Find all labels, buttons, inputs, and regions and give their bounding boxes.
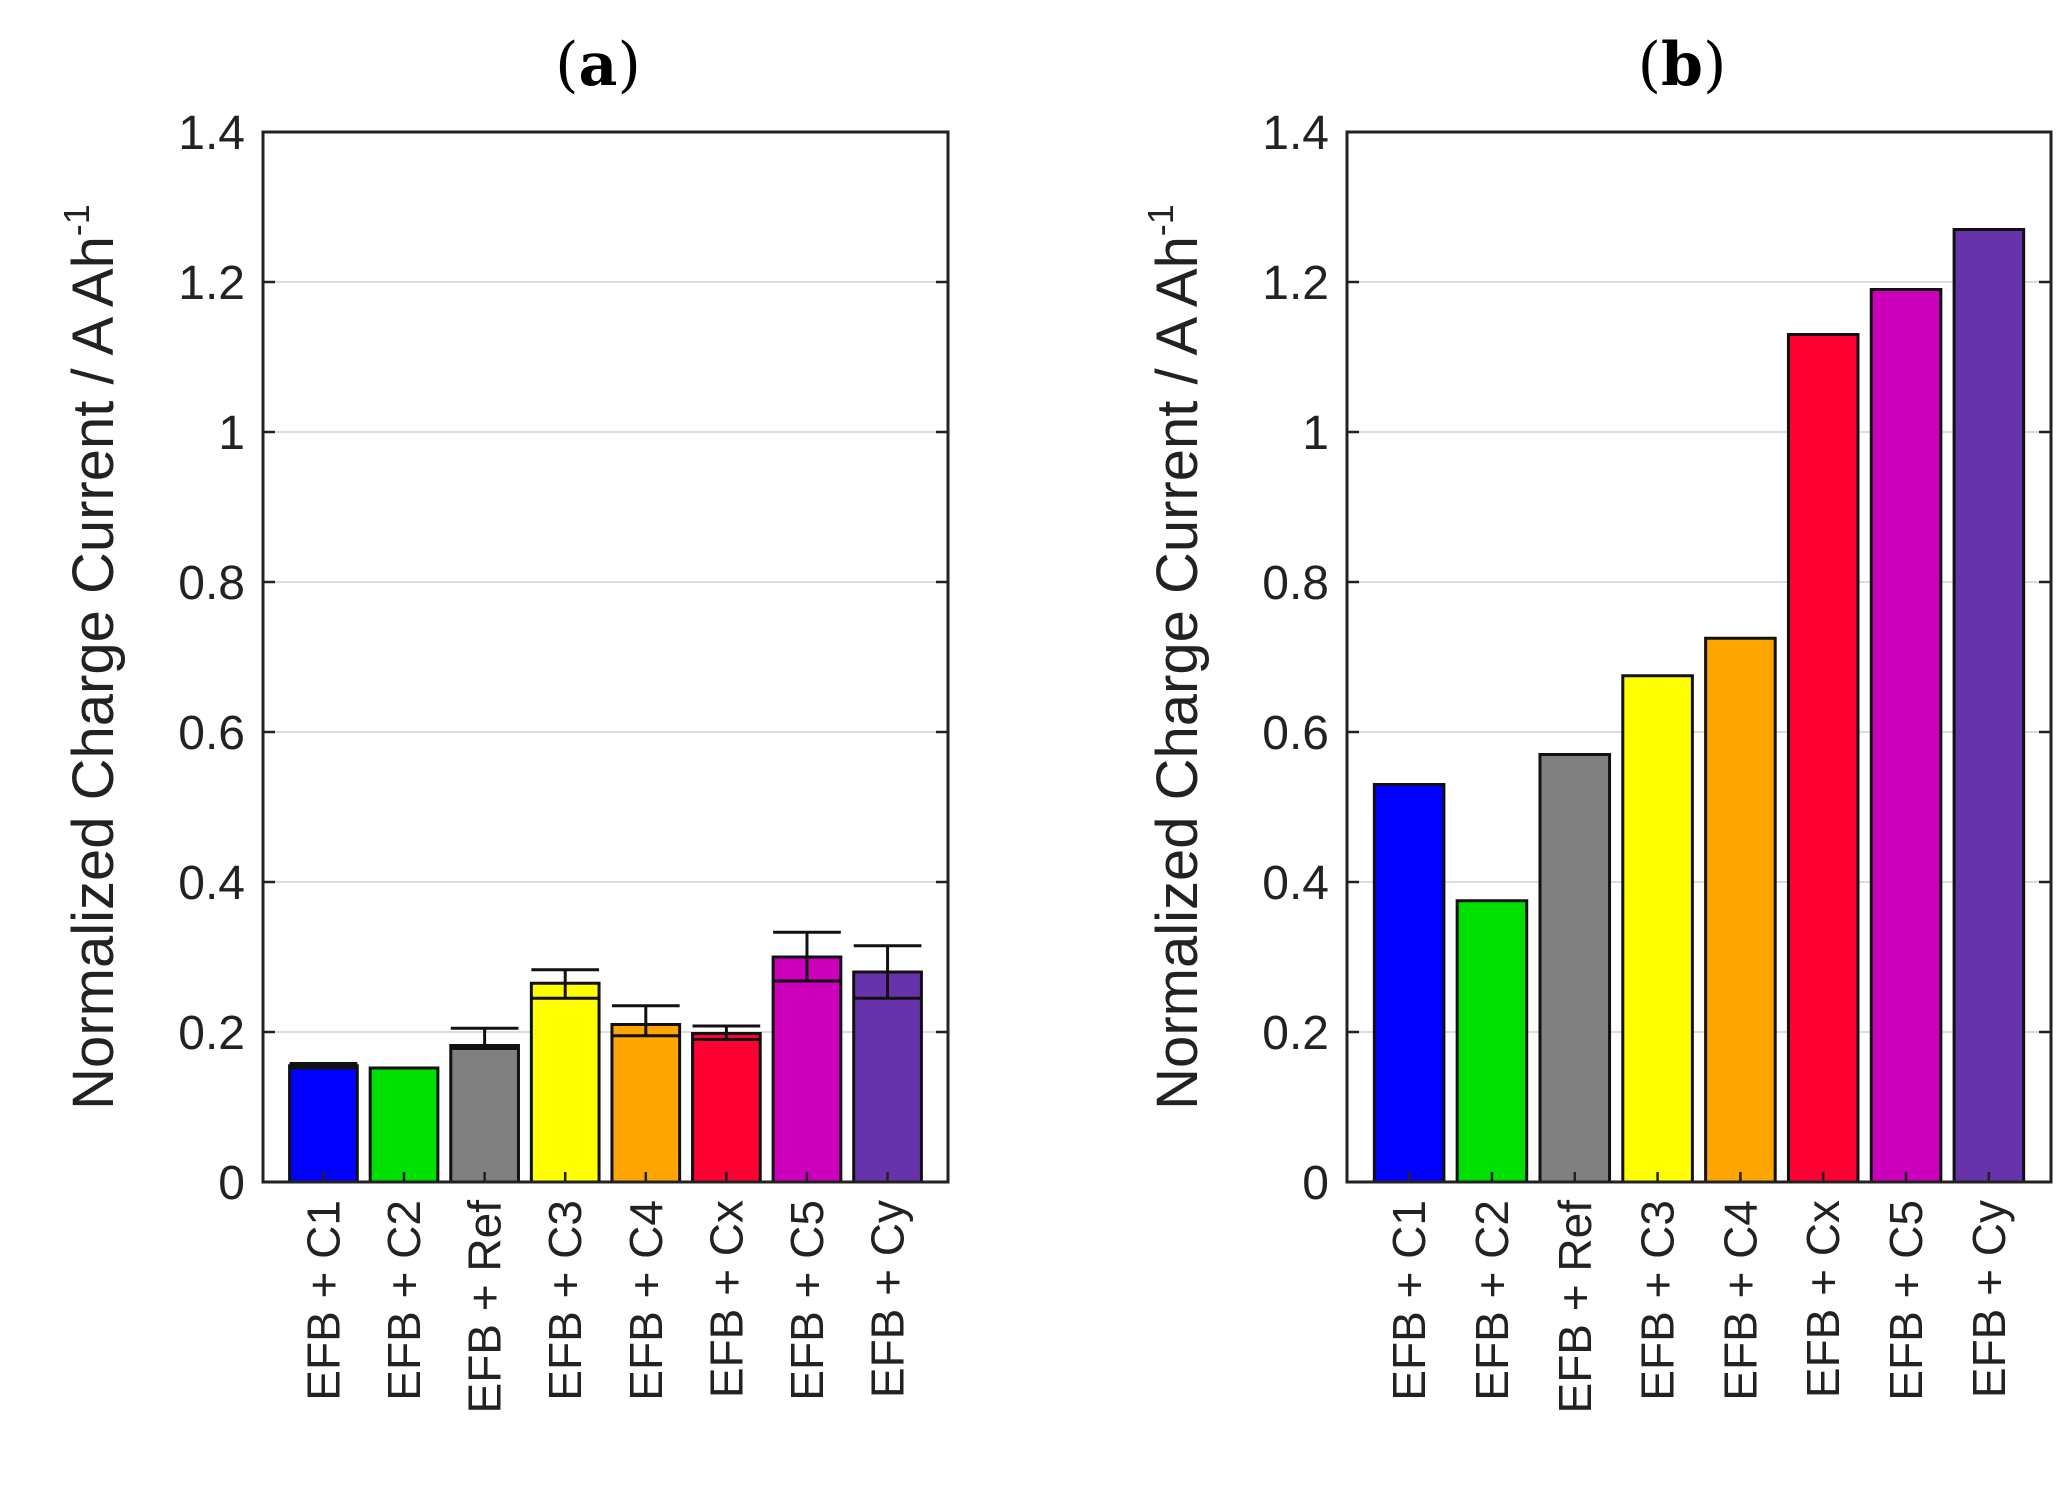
- panel-title-letter: a: [579, 30, 618, 100]
- y-tick-label: 1: [1302, 407, 1329, 460]
- bar-efb-cx: [691, 1032, 762, 1184]
- x-tick-label: EFB + C1: [1383, 1200, 1435, 1401]
- bar-efb-c4: [1704, 636, 1777, 1184]
- panel-title: (b): [1638, 30, 1727, 100]
- x-tick-label: EFB + C4: [1714, 1200, 1766, 1401]
- y-axis-label: Normalized Charge Current / A Ah-1: [56, 204, 126, 1110]
- y-axis-label: Normalized Charge Current / A Ah-1: [1140, 204, 1210, 1110]
- x-tick-label: EFB + Cy: [1963, 1200, 2015, 1398]
- x-tick-label: EFB + C5: [1880, 1200, 1932, 1401]
- x-tick-label: EFB + C1: [297, 1200, 349, 1401]
- y-tick-label: 1.2: [1262, 257, 1329, 310]
- bar-efb-ref: [1538, 753, 1612, 1184]
- plot-frame: [1345, 130, 2053, 1184]
- plot-frame: [261, 130, 950, 1184]
- y-tick-label: 0.6: [178, 707, 245, 760]
- bar-efb-c5: [1869, 288, 1943, 1184]
- x-tick-label: EFB + Ref: [1549, 1200, 1601, 1414]
- y-tick-label: 0: [218, 1157, 245, 1210]
- y-tick-label: 1.2: [178, 257, 245, 310]
- panel-title: (a): [555, 30, 641, 100]
- y-tick-label: 0.8: [178, 557, 245, 610]
- x-tick-label: EFB + C4: [620, 1200, 672, 1401]
- y-tick-label: 0.2: [178, 1007, 245, 1060]
- bar-efb-c2: [368, 1066, 440, 1184]
- panel-a: (a) 0 0.2 0.4 0.6 0.8 1 1.2 1.4 Normalized Charge…: [56, 30, 950, 1414]
- y-tick-label: 0.8: [1262, 557, 1329, 610]
- y-tick-label: 0.4: [1262, 857, 1329, 910]
- x-tick-label: EFB + C3: [539, 1200, 591, 1401]
- bar-efb-cx: [1786, 333, 1860, 1184]
- x-tick-label: EFB + Cy: [862, 1200, 914, 1398]
- y-axis-label-superscript: -1: [1140, 204, 1181, 236]
- bar-efb-ref: [449, 1044, 520, 1184]
- bar-efb-c4: [610, 1023, 682, 1184]
- y-tick-label: 0: [1302, 1157, 1329, 1210]
- panel-b: (b) 0 0.2 0.4 0.6 0.8 1 1.2 1.4 Normalized Charge…: [1140, 30, 2053, 1414]
- panel-title-letter: b: [1661, 30, 1703, 100]
- bar-efb-cy: [852, 970, 923, 1184]
- x-tick-label: EFB + C5: [781, 1200, 833, 1401]
- x-tick-label: EFB + C3: [1632, 1200, 1684, 1401]
- x-tick-label: EFB + Ref: [459, 1200, 511, 1414]
- x-tick-label: EFB + Cx: [1797, 1200, 1849, 1398]
- y-tick-label: 1.4: [1262, 107, 1329, 160]
- y-tick-label: 0.4: [178, 857, 245, 910]
- bar-efb-c3: [1621, 674, 1694, 1184]
- bar-efb-cy: [1952, 228, 2026, 1184]
- bar-efb-c3: [529, 981, 601, 1184]
- bar-efb-c5: [771, 955, 843, 1184]
- y-tick-label: 1: [218, 407, 245, 460]
- x-tick-label: EFB + C2: [1466, 1200, 1518, 1401]
- bar-efb-c2: [1455, 899, 1529, 1184]
- y-tick-label: 0.2: [1262, 1007, 1329, 1060]
- bar-efb-c1: [288, 1064, 359, 1184]
- y-tick-label: 0.6: [1262, 707, 1329, 760]
- x-tick-label: EFB + Cx: [700, 1200, 752, 1398]
- y-axis-label-superscript: -1: [56, 204, 97, 236]
- bar-efb-c1: [1372, 783, 1446, 1184]
- y-tick-label: 1.4: [178, 107, 245, 160]
- x-tick-label: EFB + C2: [378, 1200, 430, 1401]
